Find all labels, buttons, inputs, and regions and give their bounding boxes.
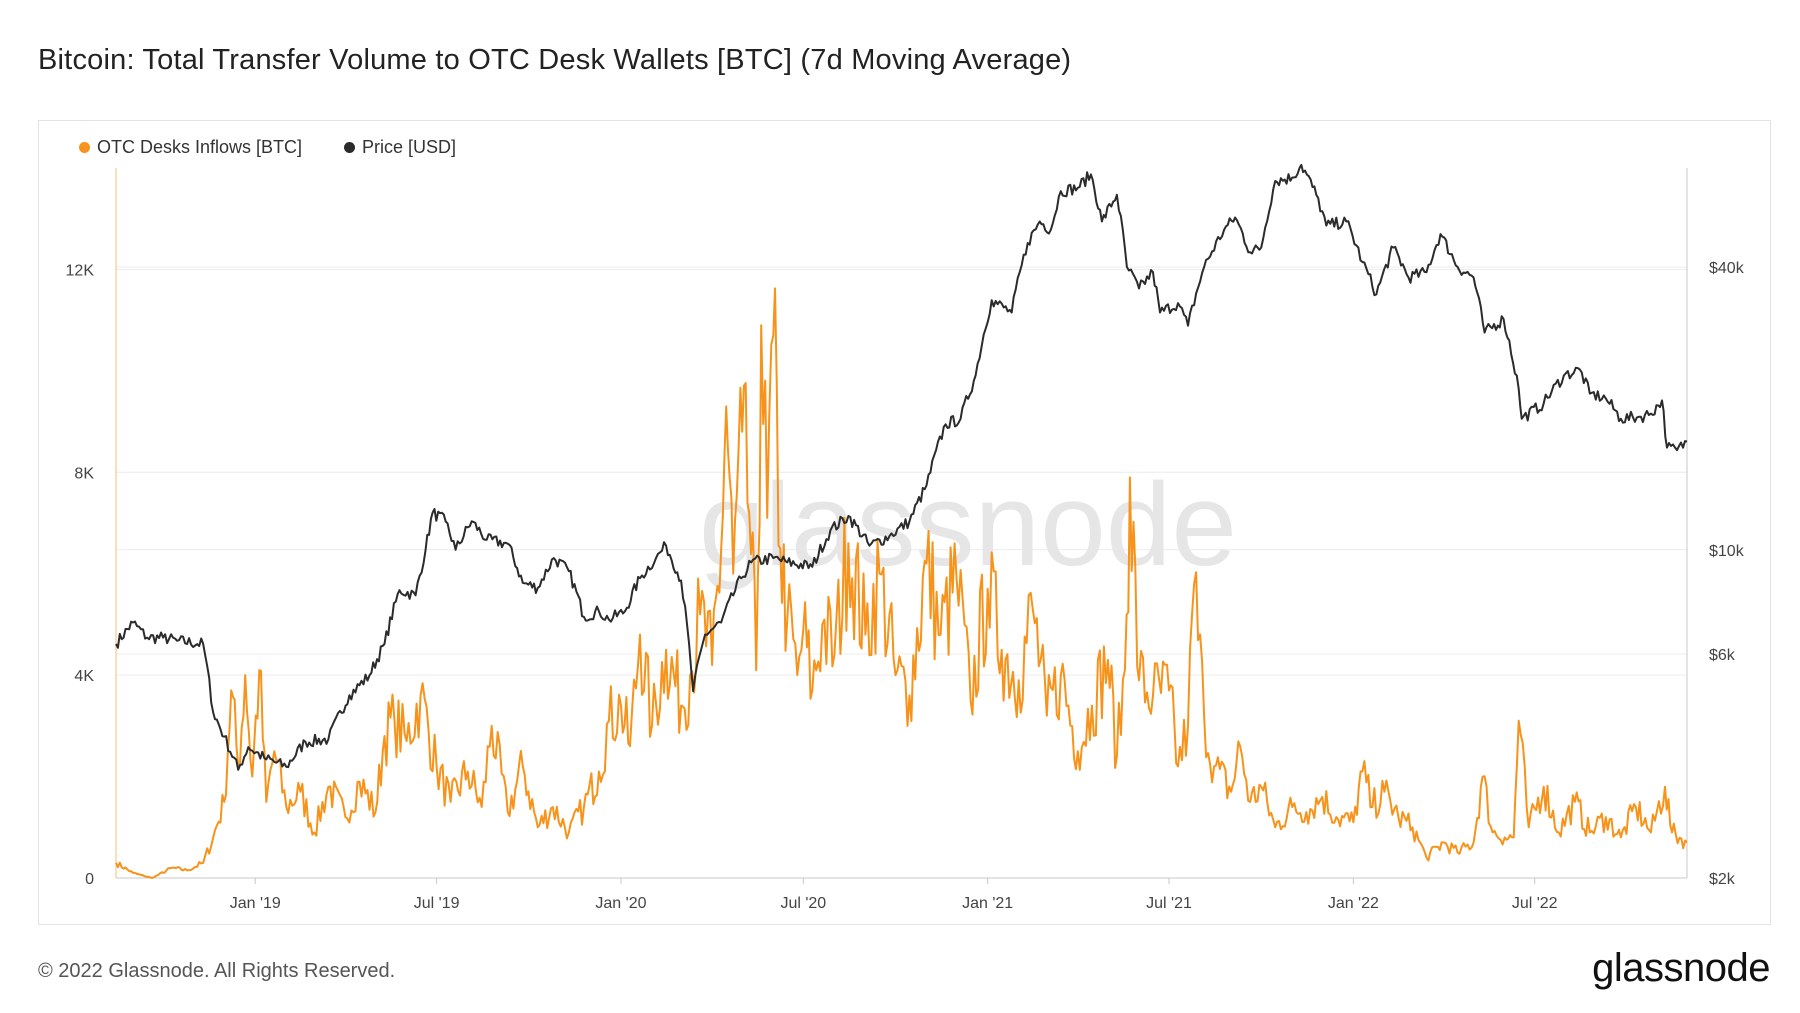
legend-label-inflows: OTC Desks Inflows [BTC] <box>97 137 303 157</box>
y-right-tick-label: $40k <box>1709 260 1745 277</box>
x-tick-label: Jan '22 <box>1328 895 1379 912</box>
x-tick-label: Jan '21 <box>962 895 1013 912</box>
page-title: Bitcoin: Total Transfer Volume to OTC De… <box>38 44 1072 76</box>
chart-legend: OTC Desks Inflows [BTC] Price [USD] <box>79 137 456 158</box>
legend-item-inflows[interactable]: OTC Desks Inflows [BTC] <box>79 137 302 158</box>
chart-frame <box>38 120 1771 925</box>
tick-labels: 0 4K 8K 12K $2k $6k $10k $40k Jan '19 Jul '19 Jan … <box>66 260 1745 912</box>
x-tick-label: Jul '21 <box>1146 895 1192 912</box>
copyright-footer: © 2022 Glassnode. All Rights Reserved. <box>38 960 396 982</box>
legend-item-price[interactable]: Price [USD] <box>344 137 456 158</box>
series-line-otc-inflows <box>115 287 1688 879</box>
y-left-tick-label: 8K <box>74 465 94 482</box>
x-tick-label: Jul '22 <box>1512 895 1558 912</box>
watermark: glassnode <box>699 459 1237 591</box>
legend-dot-inflows <box>79 142 90 153</box>
legend-dot-price <box>344 142 356 153</box>
series <box>115 163 1688 879</box>
glassnode-logo[interactable]: glassnode <box>1592 946 1770 990</box>
y-right-tick-label: $2k <box>1709 871 1736 888</box>
y-left-tick-label: 12K <box>66 262 95 279</box>
x-tick-label: Jul '20 <box>780 895 826 912</box>
x-tick-label: Jul '19 <box>414 895 460 912</box>
y-right-tick-label: $6k <box>1709 647 1736 664</box>
y-left-tick-label: 4K <box>74 668 94 685</box>
axes <box>115 168 1688 884</box>
series-line-price <box>115 163 1688 771</box>
y-left-tick-label: 0 <box>85 871 94 888</box>
legend-label-price: Price [USD] <box>362 137 457 157</box>
x-tick-label: Jan '20 <box>595 895 646 912</box>
x-tick-label: Jan '19 <box>230 895 281 912</box>
y-right-tick-label: $10k <box>1709 543 1745 560</box>
